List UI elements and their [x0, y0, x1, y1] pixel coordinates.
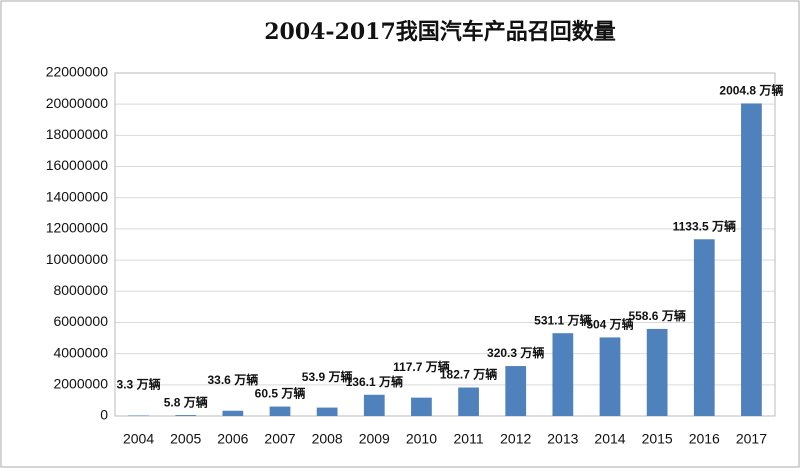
- bar: [269, 406, 291, 416]
- y-tick-label: 20000000: [46, 95, 109, 111]
- bar: [552, 333, 574, 416]
- value-label: 558.6 万辆: [628, 308, 685, 323]
- value-label: 320.3 万辆: [487, 345, 544, 360]
- bar: [128, 415, 149, 416]
- value-label: 2004.8 万辆: [719, 83, 783, 98]
- x-tick-label: 2011: [454, 431, 484, 447]
- bar: [411, 397, 432, 416]
- bar: [646, 328, 668, 416]
- value-label: 136.1 万辆: [346, 374, 403, 389]
- value-label: 531.1 万辆: [534, 312, 591, 327]
- y-tick-label: 6000000: [53, 313, 108, 329]
- y-tick-label: 22000000: [46, 64, 109, 80]
- bar: [363, 394, 385, 416]
- bar: [222, 410, 244, 416]
- x-tick-label: 2007: [264, 431, 295, 447]
- y-tick-label: 18000000: [46, 126, 109, 142]
- plot-border: [114, 72, 776, 417]
- bar: [505, 366, 527, 416]
- x-tick-label: 2015: [642, 431, 673, 447]
- value-label: 5.8 万辆: [164, 394, 208, 409]
- bar: [458, 387, 479, 416]
- x-tick-label: 2012: [500, 431, 531, 447]
- x-tick-label: 2009: [359, 431, 390, 447]
- x-tick-label: 2013: [547, 431, 578, 447]
- bar: [741, 103, 762, 416]
- y-tick-label: 10000000: [46, 251, 109, 267]
- bar: [599, 337, 621, 416]
- value-label: 3.3 万辆: [117, 377, 161, 392]
- x-tick-label: 2004: [123, 431, 154, 447]
- y-tick-label: 2000000: [53, 376, 108, 392]
- x-tick-label: 2008: [312, 431, 343, 447]
- y-tick-label: 0: [100, 407, 108, 423]
- x-tick-label: 2010: [406, 431, 437, 447]
- y-tick-label: 12000000: [46, 220, 109, 236]
- value-label: 33.6 万辆: [208, 372, 259, 387]
- value-label: 1133.5 万辆: [673, 218, 736, 233]
- x-tick-label: 2005: [170, 431, 201, 447]
- value-label: 504 万辆: [586, 317, 633, 332]
- value-label: 182.7 万辆: [440, 367, 497, 382]
- y-tick-label: 4000000: [53, 344, 108, 360]
- x-tick-label: 2016: [689, 431, 720, 447]
- value-label: 53.9 万辆: [302, 369, 353, 384]
- x-tick-label: 2006: [217, 431, 248, 447]
- bar: [316, 407, 338, 416]
- x-tick-label: 2017: [736, 431, 767, 447]
- y-tick-label: 14000000: [46, 188, 109, 204]
- bar: [693, 239, 715, 416]
- y-tick-label: 16000000: [46, 157, 109, 173]
- value-label: 60.5 万辆: [255, 386, 306, 401]
- bar: [175, 415, 197, 416]
- y-tick-label: 8000000: [53, 282, 108, 298]
- chart-title: 2004-2017我国汽车产品召回数量: [264, 19, 616, 45]
- x-tick-label: 2014: [594, 431, 625, 447]
- value-label: 117.7 万辆: [393, 359, 450, 374]
